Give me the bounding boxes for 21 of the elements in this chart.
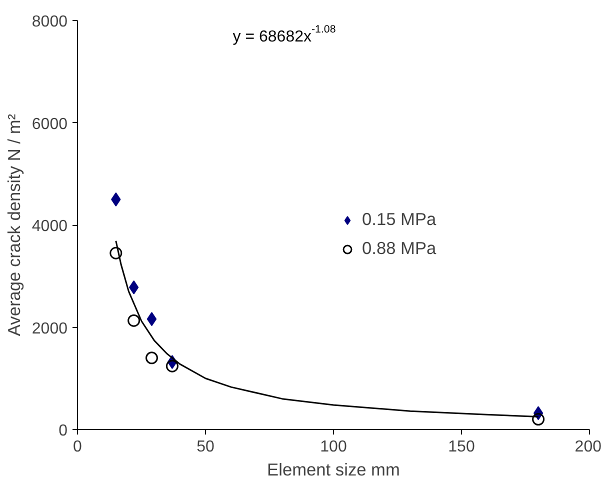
- legend-label: 0.88 MPa: [362, 238, 436, 259]
- point: [110, 246, 122, 260]
- x-axis-title: Element size mm: [267, 460, 400, 480]
- y-tick-label: 2000: [32, 320, 68, 338]
- point: [128, 280, 139, 294]
- point: [166, 360, 178, 372]
- x-tick-label: 0: [73, 438, 82, 456]
- x-tick-label: 100: [320, 438, 347, 456]
- legend-label: 0.15 MPa: [362, 209, 436, 230]
- x-tick-label: 150: [448, 438, 475, 456]
- y-axis-title: Average crack density N / m²: [4, 114, 24, 336]
- y-tick-label: 8000: [32, 14, 68, 30]
- y-tick-label: 4000: [32, 218, 68, 235]
- point: [146, 312, 157, 326]
- y-tick-label: 0: [58, 422, 68, 440]
- x-tick-label: 50: [196, 438, 214, 456]
- point: [128, 314, 140, 327]
- y-tick-label: 6000: [32, 116, 68, 133]
- x-tick-label: 200: [574, 438, 601, 456]
- point: [532, 413, 545, 426]
- point: [145, 352, 158, 364]
